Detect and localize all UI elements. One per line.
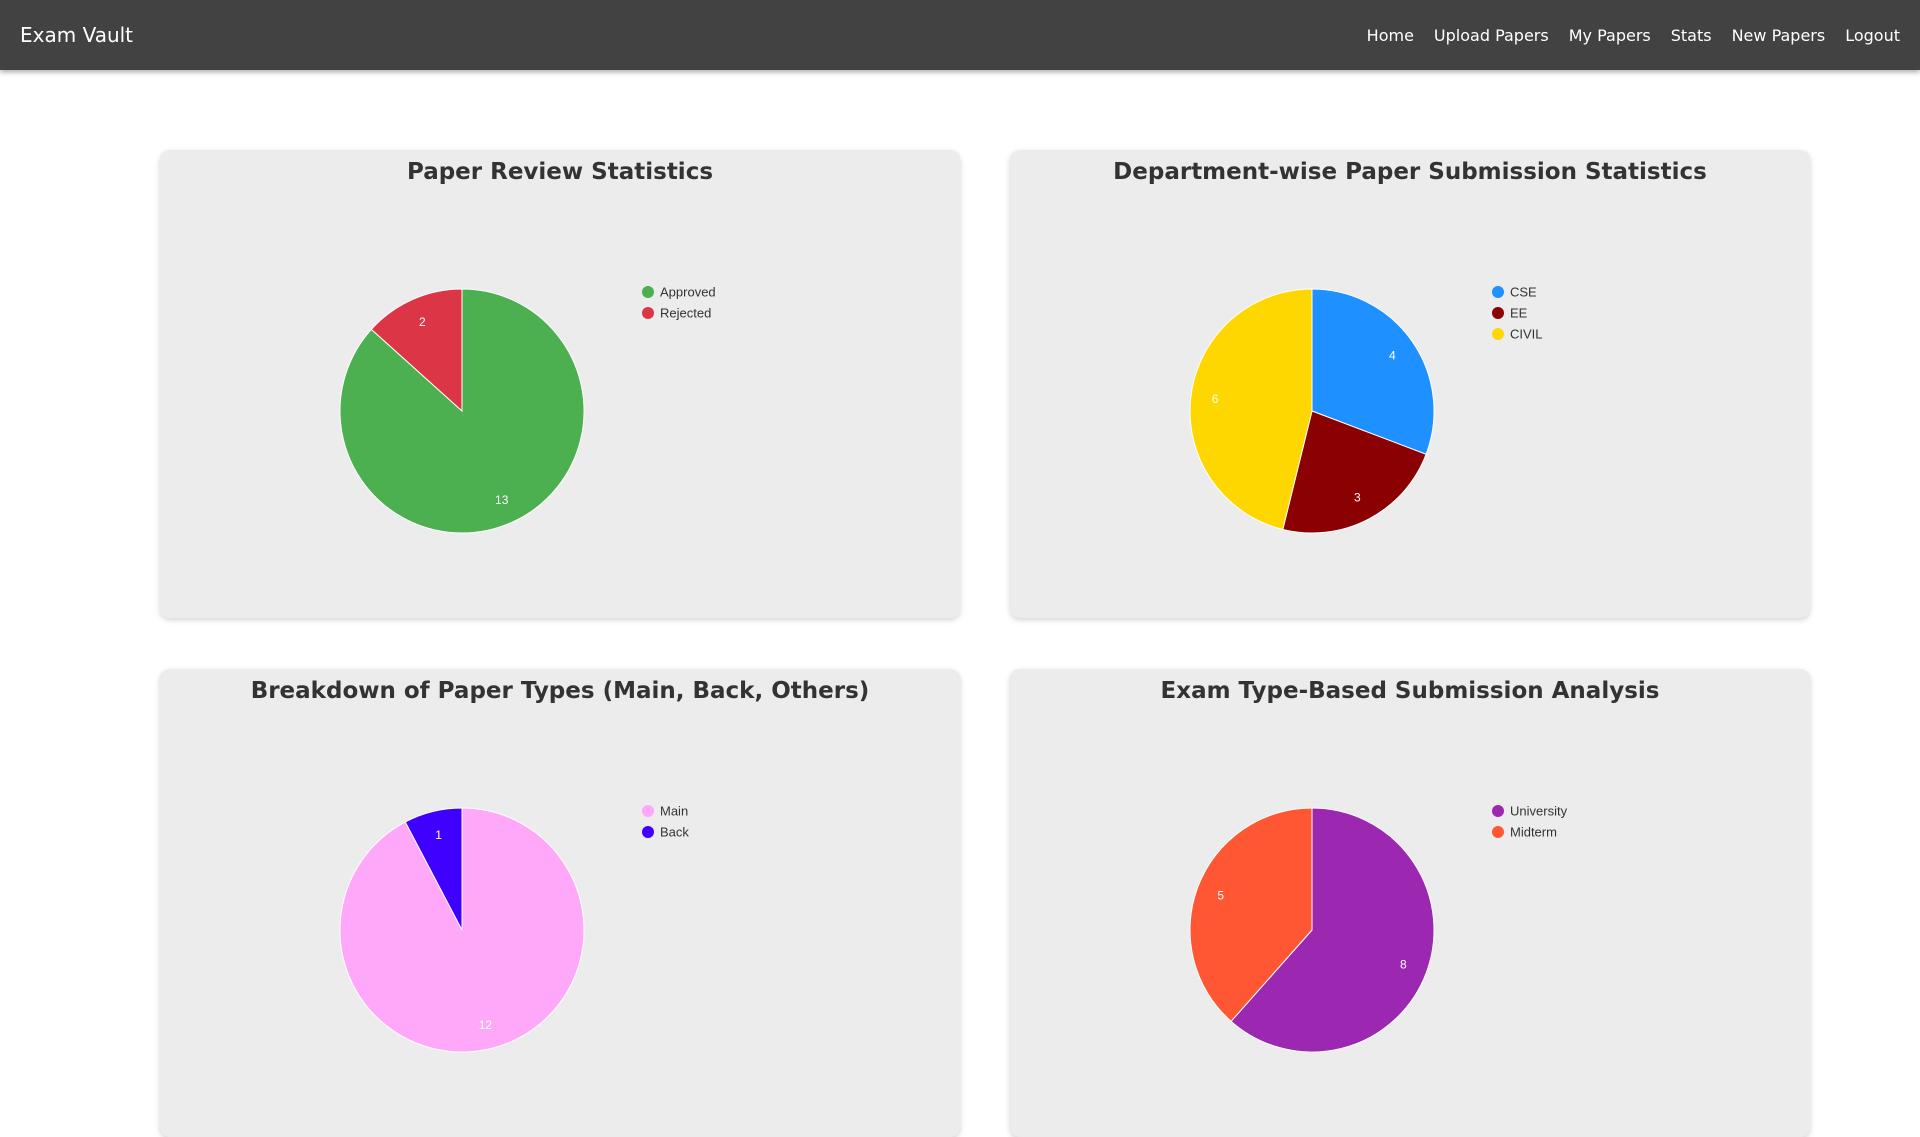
nav-upload-papers[interactable]: Upload Papers [1433, 25, 1549, 45]
nav-links: Home Upload Papers My Papers Stats New P… [1367, 0, 1900, 70]
legend-label-university[interactable]: University [1510, 804, 1568, 819]
nav-stats[interactable]: Stats [1670, 25, 1712, 45]
slice-value-label-midterm: 5 [1217, 888, 1224, 902]
pie-slice-civil[interactable] [1189, 288, 1313, 531]
legend-label-ee[interactable]: EE [1510, 306, 1528, 321]
department-stats-card: Department-wise Paper Submission Statist… [1010, 150, 1810, 618]
nav-new-papers[interactable]: New Papers [1731, 25, 1826, 45]
exam-type-card: Exam Type-Based Submission Analysis 8 5 Un… [1010, 669, 1810, 1137]
legend-label-midterm[interactable]: Midterm [1510, 825, 1557, 840]
legend-swatch-approved[interactable] [642, 286, 654, 298]
card-title: Breakdown of Paper Types (Main, Back, Ot… [250, 678, 870, 704]
legend-swatch-university[interactable] [1492, 805, 1504, 817]
slice-value-label-civil: 6 [1212, 392, 1219, 406]
slice-value-label-cse: 4 [1389, 349, 1396, 363]
paper-types-pie-chart: 12 1 Main Back [339, 804, 689, 1053]
pie-slice-university[interactable] [1230, 807, 1435, 1053]
card-title: Paper Review Statistics [406, 159, 714, 185]
slice-value-label-university: 8 [1400, 958, 1407, 972]
slice-value-label-approved: 13 [495, 493, 509, 507]
nav-home[interactable]: Home [1366, 25, 1414, 45]
slice-value-label-main: 12 [479, 1018, 493, 1032]
slice-value-label-rejected: 2 [419, 315, 426, 329]
legend-swatch-ee[interactable] [1492, 307, 1504, 319]
department-stats-pie-chart: 4 3 6 CSE EE CIVIL [1189, 285, 1543, 534]
pie-slice-cse[interactable] [1311, 288, 1435, 455]
legend-label-back[interactable]: Back [660, 825, 689, 840]
legend-swatch-main[interactable] [642, 805, 654, 817]
legend-label-rejected[interactable]: Rejected [660, 306, 711, 321]
pie-slice-ee[interactable] [1282, 410, 1427, 534]
exam-type-pie-chart: 8 5 University Midterm [1189, 804, 1568, 1053]
nav-logout[interactable]: Logout [1845, 25, 1900, 45]
card-title: Department-wise Paper Submission Statist… [1113, 159, 1707, 185]
legend-label-approved[interactable]: Approved [660, 285, 716, 300]
legend-swatch-back[interactable] [642, 826, 654, 838]
pie-slice-midterm[interactable] [1189, 807, 1313, 1023]
legend-swatch-cse[interactable] [1492, 286, 1504, 298]
pie-slice-back[interactable] [404, 807, 463, 931]
slice-value-label-back: 1 [435, 828, 442, 842]
nav-my-papers[interactable]: My Papers [1568, 25, 1651, 45]
slice-value-label-ee: 3 [1354, 490, 1361, 504]
card-title: Exam Type-Based Submission Analysis [1160, 678, 1660, 704]
legend-label-main[interactable]: Main [660, 804, 688, 819]
legend-label-cse[interactable]: CSE [1510, 285, 1537, 300]
pie-slice-rejected[interactable] [370, 288, 463, 413]
review-stats-pie-chart: 13 2 Approved Rejected [339, 285, 716, 534]
paper-types-card: Breakdown of Paper Types (Main, Back, Ot… [160, 669, 960, 1137]
review-stats-card: Paper Review Statistics 13 2 Approved Rejec… [160, 150, 960, 618]
brand-logo-text[interactable]: Exam Vault [20, 23, 134, 47]
legend-swatch-midterm[interactable] [1492, 826, 1504, 838]
legend-swatch-rejected[interactable] [642, 307, 654, 319]
legend-swatch-civil[interactable] [1492, 328, 1504, 340]
legend-label-civil[interactable]: CIVIL [1510, 327, 1543, 342]
top-navbar: Exam Vault Home Upload Papers My Papers … [0, 0, 1920, 70]
